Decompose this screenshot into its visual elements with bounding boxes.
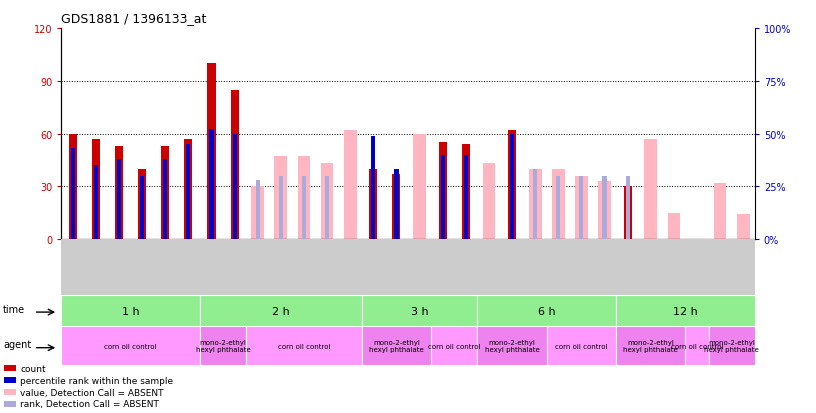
Bar xyxy=(186,145,190,240)
Bar xyxy=(5,377,16,383)
Text: mono-2-ethyl
hexyl phthalate: mono-2-ethyl hexyl phthalate xyxy=(704,339,759,352)
Bar xyxy=(233,134,237,240)
Bar xyxy=(579,176,583,240)
Bar xyxy=(274,157,287,240)
Bar xyxy=(69,134,77,240)
Bar xyxy=(371,136,375,240)
Text: count: count xyxy=(20,364,46,373)
Bar xyxy=(71,149,75,240)
Text: value, Detection Call = ABSENT: value, Detection Call = ABSENT xyxy=(20,388,164,396)
Bar xyxy=(302,176,306,240)
Bar xyxy=(162,147,169,240)
Bar xyxy=(685,326,708,366)
Bar xyxy=(207,64,215,240)
Text: corn oil control: corn oil control xyxy=(555,343,608,349)
Bar xyxy=(61,326,200,366)
Bar xyxy=(5,401,16,407)
Text: mono-2-ethyl
hexyl phthalate: mono-2-ethyl hexyl phthalate xyxy=(369,339,424,352)
Bar xyxy=(529,169,542,240)
Bar xyxy=(344,131,357,240)
Bar xyxy=(598,182,611,240)
Bar xyxy=(602,176,606,240)
Bar xyxy=(117,159,121,240)
Bar xyxy=(246,326,361,366)
Bar xyxy=(441,155,445,240)
Bar xyxy=(557,176,561,240)
Bar xyxy=(482,164,495,240)
Bar xyxy=(321,164,334,240)
Bar xyxy=(439,143,446,240)
Bar xyxy=(5,366,16,371)
Text: 12 h: 12 h xyxy=(673,306,698,316)
Bar xyxy=(163,159,167,240)
Bar xyxy=(394,170,398,240)
Bar xyxy=(200,326,246,366)
Bar xyxy=(61,295,200,326)
Bar xyxy=(231,90,238,240)
Bar xyxy=(626,176,630,240)
Bar xyxy=(547,326,616,366)
Bar xyxy=(714,183,726,240)
Bar xyxy=(616,295,755,326)
Bar xyxy=(361,326,431,366)
Text: mono-2-ethyl
hexyl phthalate: mono-2-ethyl hexyl phthalate xyxy=(485,339,539,352)
Bar xyxy=(92,140,100,240)
Bar xyxy=(477,295,616,326)
Bar xyxy=(431,326,477,366)
Bar xyxy=(200,295,361,326)
Text: GDS1881 / 1396133_at: GDS1881 / 1396133_at xyxy=(61,12,206,25)
Bar xyxy=(508,131,516,240)
Bar xyxy=(184,140,193,240)
Text: agent: agent xyxy=(3,339,31,349)
Bar xyxy=(140,176,144,240)
Bar xyxy=(623,187,632,240)
Bar xyxy=(279,176,283,240)
Bar xyxy=(477,326,547,366)
Bar xyxy=(533,170,537,240)
Text: mono-2-ethyl
hexyl phthalate: mono-2-ethyl hexyl phthalate xyxy=(196,339,251,352)
Bar xyxy=(138,169,146,240)
Bar xyxy=(645,140,657,240)
Text: corn oil control: corn oil control xyxy=(671,343,723,349)
Text: mono-2-ethyl
hexyl phthalate: mono-2-ethyl hexyl phthalate xyxy=(623,339,678,352)
Bar xyxy=(462,145,470,240)
Bar xyxy=(413,134,426,240)
Bar xyxy=(298,157,310,240)
Bar xyxy=(115,147,123,240)
Text: corn oil control: corn oil control xyxy=(428,343,481,349)
Bar xyxy=(370,169,377,240)
Bar xyxy=(5,389,16,395)
Bar xyxy=(667,213,681,240)
Text: rank, Detection Call = ABSENT: rank, Detection Call = ABSENT xyxy=(20,399,159,408)
Bar xyxy=(94,166,98,240)
Bar xyxy=(251,187,264,240)
Text: time: time xyxy=(3,304,25,314)
Text: 2 h: 2 h xyxy=(272,306,290,316)
Text: percentile rank within the sample: percentile rank within the sample xyxy=(20,376,173,385)
Bar xyxy=(708,326,755,366)
Bar xyxy=(463,155,468,240)
Bar xyxy=(361,295,477,326)
Bar xyxy=(325,176,329,240)
Bar xyxy=(616,326,685,366)
Text: 6 h: 6 h xyxy=(538,306,556,316)
Bar xyxy=(552,169,565,240)
Text: 1 h: 1 h xyxy=(122,306,140,316)
Bar xyxy=(510,134,514,240)
Bar xyxy=(392,175,401,240)
Bar xyxy=(210,130,214,240)
Bar xyxy=(575,176,588,240)
Text: 3 h: 3 h xyxy=(410,306,428,316)
Text: corn oil control: corn oil control xyxy=(277,343,330,349)
Bar xyxy=(737,215,750,240)
Bar xyxy=(255,180,259,240)
Text: corn oil control: corn oil control xyxy=(104,343,157,349)
